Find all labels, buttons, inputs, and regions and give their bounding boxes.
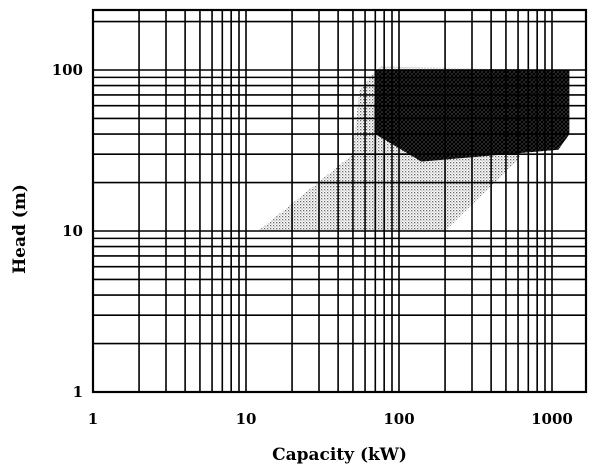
y-tick-labels: 1 10 100 (52, 61, 83, 401)
regions (258, 66, 570, 231)
y-tick-label: 10 (62, 222, 83, 240)
x-tick-label: 100 (383, 410, 414, 428)
plot-frame (91, 8, 588, 394)
y-axis-label: Head (m) (10, 184, 30, 274)
x-tick-label: 1 (88, 410, 98, 428)
x-tick-label: 1000 (531, 410, 573, 428)
gridlines (93, 10, 586, 392)
y-tick-label: 100 (52, 61, 83, 79)
x-tick-labels: 1 10 100 1000 (88, 410, 573, 428)
x-tick-label: 10 (236, 410, 257, 428)
x-axis-label: Capacity (kW) (272, 445, 407, 465)
y-tick-label: 1 (73, 383, 83, 401)
